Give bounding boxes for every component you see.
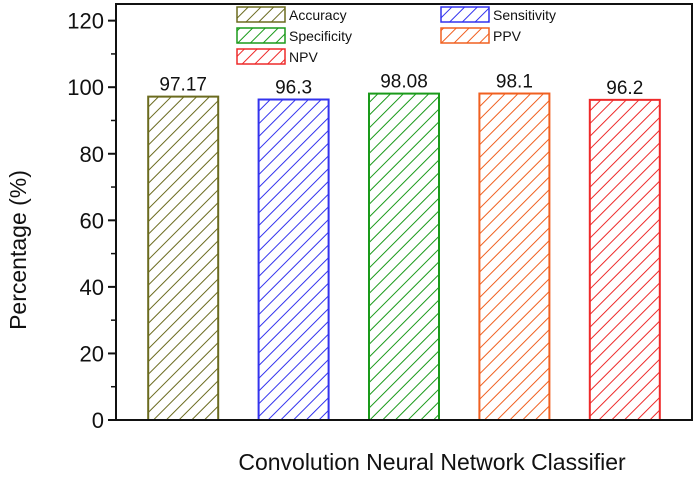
data-label-npv: 96.2	[606, 78, 643, 99]
legend: Accuracy Sensitivity Specificity PPV NPV	[236, 6, 556, 65]
legend-item-ppv: PPV	[440, 27, 522, 44]
legend-swatch	[440, 27, 490, 44]
legend-swatch	[440, 6, 490, 23]
legend-label: Specificity	[289, 28, 352, 44]
y-tick-label: 0	[92, 408, 104, 433]
x-axis-title: Convolution Neural Network Classifier	[238, 449, 626, 475]
legend-label: NPV	[289, 49, 318, 65]
bar-npv	[588, 98, 661, 421]
legend-label: PPV	[493, 28, 522, 44]
legend-item-npv: NPV	[236, 48, 318, 65]
data-label-sensitivity: 96.3	[275, 78, 312, 99]
y-tick-label: 80	[80, 142, 104, 167]
y-tick-label: 100	[67, 75, 104, 100]
legend-item-sensitivity: Sensitivity	[440, 6, 556, 23]
legend-label: Sensitivity	[493, 7, 556, 23]
bar-accuracy	[147, 95, 220, 422]
axes: 0 20 40 60 80 100 120	[67, 3, 693, 433]
legend-item-accuracy: Accuracy	[236, 6, 347, 23]
bar-specificity	[368, 92, 440, 422]
y-axis-title: Percentage (%)	[5, 170, 31, 330]
legend-item-specificity: Specificity	[236, 27, 352, 44]
data-label-ppv: 98.1	[496, 72, 533, 93]
legend-swatch	[236, 27, 286, 44]
y-tick-label: 120	[67, 9, 104, 34]
data-labels-layer: 97.17 96.3 98.08 98.1 96.2	[159, 72, 643, 99]
bar-sensitivity	[257, 98, 330, 421]
y-tick-label: 20	[80, 341, 104, 366]
y-tick-label: 60	[80, 208, 104, 233]
data-label-specificity: 98.08	[380, 72, 428, 93]
y-tick-label: 40	[80, 275, 104, 300]
bars-layer	[147, 92, 661, 422]
legend-swatch	[236, 48, 286, 65]
legend-label: Accuracy	[289, 7, 347, 23]
plot-frame	[115, 3, 693, 421]
data-label-accuracy: 97.17	[159, 75, 207, 96]
legend-swatch	[236, 6, 286, 23]
bar-ppv	[478, 92, 551, 422]
